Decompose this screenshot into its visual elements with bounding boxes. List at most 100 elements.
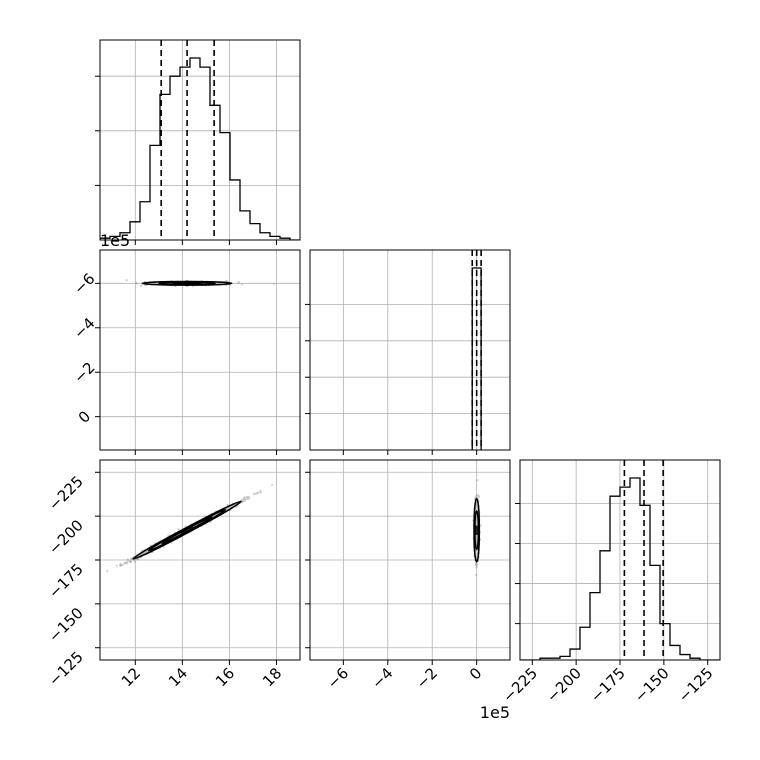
ytick-label-p2-0: 0 bbox=[75, 407, 94, 426]
xtick-label-p2-0: −6 bbox=[324, 664, 352, 692]
scatter-panel-p1-p2 bbox=[95, 249, 301, 455]
scatter-point bbox=[229, 283, 232, 287]
x-offset-label: 1e5 bbox=[480, 703, 510, 722]
scatter-point bbox=[129, 560, 132, 564]
scatter-point bbox=[126, 560, 130, 563]
xtick-label-p3-4: −125 bbox=[675, 664, 717, 706]
xtick-label-p1-2: 16 bbox=[212, 664, 238, 690]
scatter-point bbox=[257, 491, 260, 494]
scatter-point bbox=[477, 496, 480, 499]
ytick-label-p3-1: −150 bbox=[45, 604, 87, 646]
scatter-point bbox=[474, 562, 478, 565]
scatter-point bbox=[246, 495, 249, 498]
xtick-label-p3-1: −200 bbox=[543, 664, 585, 706]
scatter-point bbox=[119, 564, 123, 567]
scatter-panel-p2-p3-plot-area bbox=[310, 460, 510, 660]
contour-line-0 bbox=[473, 497, 481, 563]
scatter-point bbox=[241, 500, 244, 503]
scatter-point bbox=[244, 498, 247, 501]
ytick-label-p2-3: −6 bbox=[70, 270, 98, 298]
hist-panel-p1 bbox=[95, 39, 301, 245]
hist-step-p3 bbox=[520, 477, 720, 660]
ytick-label-p3-3: −200 bbox=[45, 516, 87, 558]
scatter-point bbox=[130, 560, 133, 563]
scatter-point bbox=[246, 498, 249, 501]
ytick-label-p3-2: −175 bbox=[45, 560, 87, 602]
scatter-point bbox=[475, 566, 478, 569]
ytick-label-p2-2: −4 bbox=[70, 314, 98, 342]
hist-frame-p2 bbox=[309, 249, 511, 451]
hist-panel-p1-plot-area bbox=[100, 40, 300, 240]
scatter-point bbox=[130, 557, 133, 560]
scatter-point bbox=[136, 558, 139, 561]
scatter-point bbox=[254, 492, 257, 495]
scatter-point bbox=[248, 496, 251, 499]
scatter-point bbox=[242, 498, 245, 501]
contour-line-1 bbox=[474, 510, 480, 551]
scatter-point bbox=[243, 496, 246, 499]
scatter-point bbox=[475, 573, 478, 577]
scatter-point bbox=[245, 496, 248, 499]
scatter-panel-p2-p3 bbox=[305, 459, 511, 665]
scatter-point bbox=[135, 281, 138, 284]
scatter-point bbox=[476, 563, 479, 566]
ytick-label-p3-0: −125 bbox=[45, 648, 87, 690]
scatter-point bbox=[137, 558, 140, 561]
scatter-point bbox=[177, 527, 180, 531]
scatter-point bbox=[241, 500, 244, 503]
xtick-label-p2-1: −4 bbox=[368, 664, 396, 692]
density-core bbox=[180, 525, 194, 535]
xtick-label-p1-0: 12 bbox=[118, 664, 144, 690]
hist-frame-p1 bbox=[99, 39, 301, 241]
hist-panel-p3-plot-area bbox=[520, 460, 720, 660]
xtick-label-p3-0: −225 bbox=[499, 664, 541, 706]
scatter-point bbox=[241, 283, 244, 286]
scatter-point bbox=[260, 491, 263, 494]
scatter-point bbox=[106, 569, 109, 573]
scatter-point bbox=[139, 284, 143, 287]
scatter-point bbox=[475, 563, 478, 566]
scatter-panel-p1-p3-plot-area bbox=[100, 460, 300, 660]
scatter-point bbox=[236, 282, 239, 285]
xtick-label-p2-3: 0 bbox=[466, 664, 485, 683]
hist-panel-p2-plot-area bbox=[310, 250, 510, 450]
scatter-point bbox=[475, 494, 478, 497]
scatter-point bbox=[259, 490, 262, 493]
scatter-panel-p1-p2-plot-area bbox=[100, 250, 300, 450]
xtick-label-p1-3: 18 bbox=[259, 664, 285, 690]
ytick-label-p2-1: −2 bbox=[70, 359, 98, 387]
ytick-label-p3-4: −225 bbox=[45, 472, 87, 514]
scatter-point bbox=[247, 497, 250, 500]
contour-line-2 bbox=[172, 281, 202, 285]
scatter-point bbox=[271, 483, 274, 486]
scatter-point bbox=[240, 499, 243, 502]
hist-panel-p3 bbox=[515, 459, 721, 665]
scatter-point bbox=[124, 561, 127, 565]
scatter-point bbox=[115, 564, 118, 567]
scatter-point bbox=[119, 562, 122, 566]
scatter-panel-p1-p3 bbox=[95, 459, 301, 665]
scatter-point bbox=[125, 561, 128, 564]
scatter-point bbox=[475, 562, 478, 565]
scatter-point bbox=[135, 282, 138, 285]
scatter-point bbox=[273, 282, 276, 285]
hist-step-p2 bbox=[471, 267, 482, 450]
xtick-label-p3-3: −150 bbox=[631, 664, 673, 706]
scatter-point bbox=[125, 279, 128, 282]
scatter-point bbox=[243, 499, 246, 502]
scatter-point bbox=[252, 492, 256, 495]
y-offset-label: 1e5 bbox=[100, 231, 130, 250]
scatter-point bbox=[119, 564, 122, 567]
scatter-point bbox=[126, 558, 129, 561]
scatter-point bbox=[478, 495, 481, 498]
scatter-point bbox=[129, 557, 133, 561]
scatter-point bbox=[226, 280, 229, 283]
scatter-point bbox=[476, 494, 479, 497]
xtick-label-p1-1: 14 bbox=[165, 664, 191, 690]
xtick-label-p2-2: −2 bbox=[413, 664, 441, 692]
scatter-point bbox=[476, 479, 479, 482]
scatter-point bbox=[129, 560, 132, 563]
contour-line-2 bbox=[161, 516, 213, 545]
scatter-point bbox=[256, 491, 259, 494]
